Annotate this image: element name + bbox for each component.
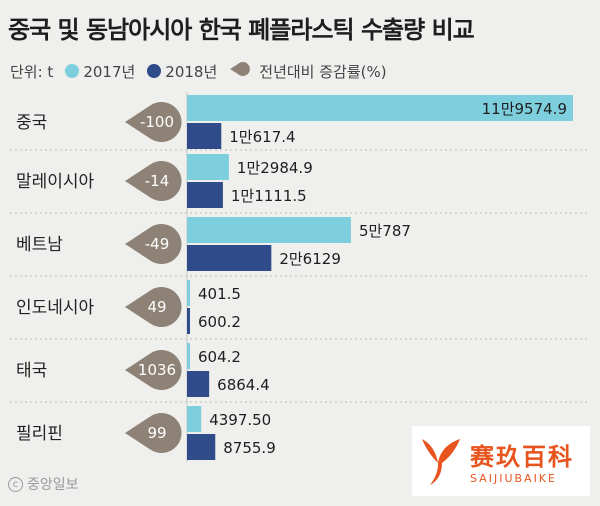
bar-2017: [187, 154, 229, 180]
value-label: 4397.50: [209, 411, 271, 429]
legend: 단위: t 2017년 2018년 전년대비 증감률(%): [10, 60, 387, 82]
change-pct-label: 99: [147, 424, 166, 442]
value-label: 11만9574.9: [482, 100, 567, 118]
legend-swatch-2017: [65, 64, 80, 78]
value-label: 600.2: [198, 313, 241, 331]
change-pct-label: 49: [147, 298, 166, 316]
change-drop-marker: [125, 287, 182, 327]
watermark: 赛玖百科 SAIJIUBAIKE: [412, 426, 590, 496]
value-label: 401.5: [198, 285, 241, 303]
category-label: 말레이시아: [16, 172, 95, 192]
legend-label-2018: 2018년: [165, 62, 218, 81]
bar-2017: [187, 95, 573, 121]
source-credit: c 중앙일보: [8, 474, 79, 494]
legend-label-change: 전년대비 증감률(%): [259, 62, 387, 81]
category-label: 인도네시아: [16, 298, 95, 318]
value-label: 8755.9: [223, 439, 276, 457]
watermark-en-text: SAIJIUBAIKE: [470, 472, 557, 485]
bar-2017: [187, 280, 190, 306]
category-label: 태국: [16, 361, 47, 381]
change-pct-label: 1036: [138, 361, 176, 379]
change-drop-marker: [125, 413, 182, 453]
bar-2017: [187, 406, 202, 432]
value-label: 6864.4: [217, 376, 270, 394]
value-label: 1만1111.5: [231, 187, 307, 205]
bar-2018: [187, 434, 216, 460]
bar-2018: [187, 182, 223, 208]
bar-2018: [187, 308, 190, 334]
value-label: 1만2984.9: [237, 159, 313, 177]
whale-tail-logo-icon: [422, 439, 460, 485]
legend-label-2017: 2017년: [83, 62, 136, 81]
change-pct-label: -100: [140, 113, 174, 131]
unit-label: 단위: t: [10, 62, 54, 81]
copyright-icon: c: [8, 476, 23, 492]
change-pct-label: -14: [145, 172, 170, 190]
change-drop-marker: [125, 102, 182, 142]
watermark-cn-text: 赛玖百科: [470, 443, 574, 471]
category-label: 필리핀: [16, 424, 63, 444]
change-pct-label: -49: [145, 235, 170, 253]
change-drop-marker: [125, 224, 182, 265]
change-drop-marker: [125, 350, 182, 390]
legend-swatch-2018: [147, 64, 162, 78]
chart-title: 중국 및 동남아시아 한국 폐플라스틱 수출량 비교: [8, 16, 475, 44]
change-drop-marker: [125, 161, 182, 201]
bar-2018: [187, 371, 210, 397]
bar-2017: [187, 217, 351, 243]
bar-2018: [187, 245, 272, 271]
category-label: 중국: [16, 113, 47, 133]
value-label: 5만787: [359, 222, 411, 240]
bar-2018: [187, 123, 222, 149]
source-label: 중앙일보: [27, 477, 79, 493]
category-label: 베트남: [16, 235, 63, 255]
value-label: 604.2: [198, 348, 241, 366]
value-label: 2만6129: [279, 250, 341, 268]
legend-drop-icon: [229, 61, 255, 81]
bar-2017: [187, 343, 190, 369]
value-label: 1만617.4: [229, 128, 295, 146]
